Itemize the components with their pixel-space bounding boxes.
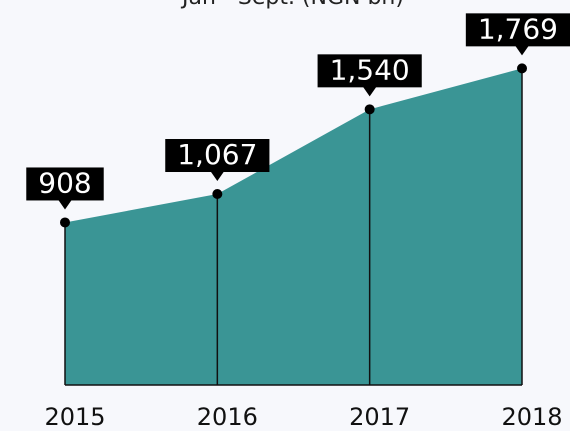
- callout-pointer: [515, 45, 529, 56]
- data-label: 1,067: [177, 138, 257, 171]
- callout-pointer: [362, 86, 377, 97]
- callout: 1,769: [465, 12, 570, 56]
- point: [60, 217, 70, 228]
- callout: 1,067: [165, 138, 270, 182]
- x-tick-label: 2018: [501, 403, 562, 431]
- x-tick-label: 2017: [349, 403, 410, 431]
- callout: 908: [26, 166, 104, 210]
- data-label: 908: [38, 166, 91, 199]
- callout-box: [465, 13, 570, 47]
- callout-box: [26, 167, 104, 201]
- callout-box: [165, 139, 270, 173]
- callout-pointer: [210, 171, 225, 182]
- callout: 1,540: [317, 53, 422, 97]
- point: [212, 189, 223, 200]
- chart-title: Jan - Sept. (NGN bn): [180, 0, 404, 10]
- data-label: 1,540: [330, 53, 410, 86]
- data-label: 1,769: [478, 12, 558, 45]
- callout-box: [317, 54, 422, 88]
- point: [364, 104, 375, 115]
- x-tick-label: 2015: [44, 403, 105, 431]
- x-tick-label: 2016: [197, 403, 258, 431]
- point: [517, 63, 527, 74]
- area: [65, 68, 522, 385]
- callout-pointer: [58, 199, 72, 210]
